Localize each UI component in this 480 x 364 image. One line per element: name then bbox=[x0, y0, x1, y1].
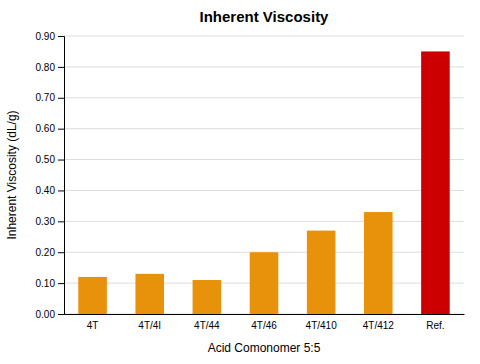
grid-line bbox=[64, 221, 464, 222]
tick-label: 0.10 bbox=[36, 278, 56, 289]
grid-line bbox=[64, 128, 464, 129]
x-tick: 4T/44 bbox=[194, 314, 220, 331]
tick-mark bbox=[58, 36, 64, 37]
tick-label: 0.80 bbox=[36, 62, 56, 73]
title: Inherent Viscosity bbox=[200, 8, 330, 25]
y-tick: 0.90 bbox=[36, 31, 64, 42]
bar bbox=[78, 277, 107, 314]
x-tick: Ref. bbox=[426, 314, 444, 331]
axis-line bbox=[58, 37, 65, 315]
tick-mark bbox=[58, 67, 64, 68]
tick-mark bbox=[58, 98, 64, 99]
grid-line bbox=[64, 66, 464, 67]
grid-line bbox=[64, 190, 464, 191]
tick-label: 0.90 bbox=[36, 31, 56, 42]
y-tick: 0.80 bbox=[36, 62, 64, 73]
x-tick: 4T/4I bbox=[138, 314, 161, 331]
x-tick: 4T/412 bbox=[363, 314, 395, 331]
tick-label: 0.00 bbox=[36, 309, 56, 320]
bar bbox=[193, 280, 222, 314]
x-axis-label: Acid Comonomer 5:5 bbox=[208, 341, 321, 355]
tick-label: 0.20 bbox=[36, 247, 56, 258]
tick-label: 0.60 bbox=[36, 123, 56, 134]
bar bbox=[250, 252, 279, 314]
grid bbox=[64, 36, 464, 314]
grid-line bbox=[64, 36, 464, 37]
grid-line bbox=[64, 159, 464, 160]
tick-label: 0.30 bbox=[36, 216, 56, 227]
chart-container: 0.00 0.10 0.20 0.30 0.40 0.50 0.60 0.70 0.80 0.90… bbox=[0, 0, 480, 364]
tick-label: Ref. bbox=[426, 320, 444, 331]
y-tick: 0.10 bbox=[36, 278, 64, 289]
y-tick: 0.20 bbox=[36, 247, 64, 258]
tick-label: 0.70 bbox=[36, 92, 56, 103]
tick-mark bbox=[58, 190, 64, 191]
y-tick: 0.00 bbox=[36, 309, 64, 320]
tick-label: 0.50 bbox=[36, 154, 56, 165]
bar bbox=[364, 212, 393, 314]
x-tick: 4T/410 bbox=[306, 314, 338, 331]
bar bbox=[307, 231, 336, 314]
y-axis: 0.00 0.10 0.20 0.30 0.40 0.50 0.60 0.70 0.80 0.90 bbox=[36, 31, 65, 320]
y-tick: 0.60 bbox=[36, 123, 64, 134]
y-axis-label: Inherent Viscosity (dL/g) bbox=[5, 110, 19, 239]
axis-line bbox=[65, 314, 465, 315]
y-tick: 0.70 bbox=[36, 92, 64, 103]
tick-mark bbox=[58, 129, 64, 130]
tick-mark bbox=[58, 252, 64, 253]
y-tick: 0.30 bbox=[36, 216, 64, 227]
bars bbox=[78, 51, 449, 314]
tick-mark bbox=[58, 221, 64, 222]
tick-label: 4T/46 bbox=[251, 320, 277, 331]
x-axis: 4T 4T/4I 4T/44 4T/46 4T/410 4T/412 Ref. bbox=[65, 314, 465, 331]
tick-label: 4T/412 bbox=[363, 320, 395, 331]
tick-label: 4T/44 bbox=[194, 320, 220, 331]
x-tick: 4T bbox=[87, 314, 99, 331]
tick-label: 4T/410 bbox=[306, 320, 338, 331]
tick-label: 4T bbox=[87, 320, 99, 331]
tick-mark bbox=[58, 283, 64, 284]
bar bbox=[421, 51, 450, 314]
chart-svg: 0.00 0.10 0.20 0.30 0.40 0.50 0.60 0.70 0.80 0.90… bbox=[0, 0, 480, 364]
y-tick: 0.50 bbox=[36, 154, 64, 165]
x-tick: 4T/46 bbox=[251, 314, 277, 331]
tick-label: 4T/4I bbox=[138, 320, 161, 331]
y-tick: 0.40 bbox=[36, 185, 64, 196]
grid-line bbox=[64, 97, 464, 98]
bar bbox=[135, 274, 164, 314]
tick-label: 0.40 bbox=[36, 185, 56, 196]
tick-mark bbox=[58, 160, 64, 161]
tick-mark bbox=[58, 314, 64, 315]
